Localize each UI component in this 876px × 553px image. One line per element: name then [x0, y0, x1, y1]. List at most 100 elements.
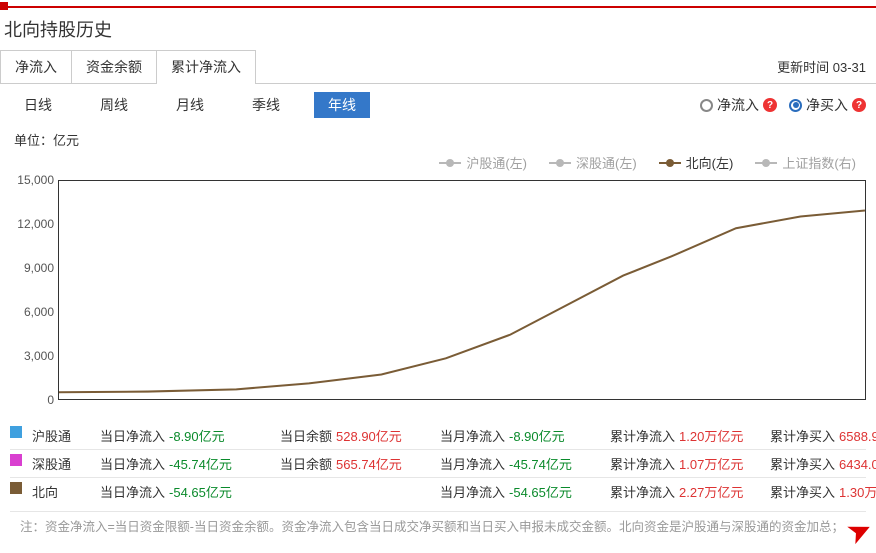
period-4[interactable]: 年线	[314, 92, 370, 118]
cell-label: 累计净流入	[610, 482, 675, 501]
cell-c3: 当月净流入-8.90亿元	[440, 426, 610, 445]
row-name: 深股通	[32, 454, 71, 473]
main-tabs: 净流入资金余额累计净流入	[0, 50, 255, 83]
y-tick-label: 15,000	[17, 173, 54, 187]
chart-area: 单位：亿元 沪股通(左)深股通(左)北向(左)上证指数(右) 03,0006,0…	[0, 130, 876, 406]
period-3[interactable]: 季线	[238, 92, 294, 118]
cell-c5: 累计净买入6434.03亿元	[770, 454, 876, 473]
legend-marker-icon	[659, 162, 681, 164]
legend-item-1: 深股通(左)	[549, 153, 637, 172]
tabs-row: 净流入资金余额累计净流入 更新时间 03-31	[0, 50, 876, 84]
cell-value: -54.65亿元	[169, 482, 232, 501]
cell-c5: 累计净买入6588.98亿元	[770, 426, 876, 445]
pointer-arrow-icon: ➤	[841, 510, 876, 552]
cell-label: 当月净流入	[440, 426, 505, 445]
period-1[interactable]: 周线	[86, 92, 142, 118]
legend-label: 深股通(左)	[576, 153, 637, 172]
update-time-value: 03-31	[833, 60, 866, 75]
cell-value: 1.07万亿元	[679, 454, 743, 473]
period-2[interactable]: 月线	[162, 92, 218, 118]
summary-table: 沪股通当日净流入-8.90亿元当日余额528.90亿元当月净流入-8.90亿元累…	[10, 422, 866, 505]
cell-value: 1.20万亿元	[679, 426, 743, 445]
row-name: 北向	[32, 482, 58, 501]
footnote: 注：资金净流入=当日资金限额-当日资金余额。资金净流入包含当日成交净买额和当日买…	[10, 511, 866, 545]
radio-icon	[789, 99, 802, 112]
radio-icon	[700, 99, 713, 112]
cell-label: 累计净买入	[770, 482, 835, 501]
section-header: 北向持股历史	[0, 6, 876, 50]
cell-c1: 当日净流入-8.90亿元	[100, 426, 280, 445]
line-chart-svg	[59, 181, 865, 403]
row-swatch-icon	[10, 454, 22, 466]
update-time-label: 更新时间	[777, 60, 829, 75]
cell-c2: 当日余额528.90亿元	[280, 426, 440, 445]
cell-value: 2.27万亿元	[679, 482, 743, 501]
legend-marker-icon	[439, 162, 461, 164]
cell-value: 565.74亿元	[336, 454, 402, 473]
y-axis: 03,0006,0009,00012,00015,000	[10, 180, 54, 400]
update-time: 更新时间 03-31	[777, 57, 866, 76]
cell-c2: 当日余额565.74亿元	[280, 454, 440, 473]
cell-value: -45.74亿元	[169, 454, 232, 473]
cell-label: 当日余额	[280, 426, 332, 445]
y-tick-label: 6,000	[24, 305, 54, 319]
cell-value: -8.90亿元	[509, 426, 565, 445]
radio-label: 净买入	[806, 95, 848, 115]
cell-value: -45.74亿元	[509, 454, 572, 473]
legend-label: 北向(左)	[686, 153, 734, 172]
cell-label: 当日净流入	[100, 426, 165, 445]
cell-c1: 当日净流入-45.74亿元	[100, 454, 280, 473]
cell-value: 528.90亿元	[336, 426, 402, 445]
table-row: 深股通当日净流入-45.74亿元当日余额565.74亿元当月净流入-45.74亿…	[10, 450, 866, 478]
cell-value: 1.30万亿元	[839, 482, 876, 501]
legend-marker-icon	[549, 162, 571, 164]
page-title: 北向持股历史	[4, 16, 112, 42]
cell-c3: 当月净流入-54.65亿元	[440, 482, 610, 501]
cell-value: 6434.03亿元	[839, 454, 876, 473]
chart-legend: 沪股通(左) 深股通(左) 北向(左) 上证指数(右)	[10, 151, 866, 178]
cell-c3: 当月净流入-45.74亿元	[440, 454, 610, 473]
cell-c4: 累计净流入1.07万亿元	[610, 454, 770, 473]
legend-marker-icon	[755, 162, 777, 164]
cell-c4: 累计净流入2.27万亿元	[610, 482, 770, 501]
help-icon[interactable]: ?	[763, 98, 777, 112]
tab-2[interactable]: 累计净流入	[156, 50, 256, 83]
radio-option-0[interactable]: 净流入?	[700, 95, 777, 115]
cell-value: 6588.98亿元	[839, 426, 876, 445]
help-icon[interactable]: ?	[852, 98, 866, 112]
radio-option-1[interactable]: 净买入?	[789, 95, 866, 115]
cell-label: 当日净流入	[100, 482, 165, 501]
cell-label: 累计净流入	[610, 426, 675, 445]
metric-radios: 净流入?净买入?	[700, 95, 866, 115]
legend-item-2: 北向(左)	[659, 153, 734, 172]
y-tick-label: 12,000	[17, 217, 54, 231]
period-tabs: 日线周线月线季线年线	[10, 92, 370, 118]
tab-1[interactable]: 资金余额	[71, 50, 157, 83]
legend-item-3: 上证指数(右)	[755, 153, 856, 172]
row-swatch-icon	[10, 426, 22, 438]
row-name: 沪股通	[32, 426, 71, 445]
legend-label: 上证指数(右)	[782, 153, 856, 172]
period-0[interactable]: 日线	[10, 92, 66, 118]
table-row: 沪股通当日净流入-8.90亿元当日余额528.90亿元当月净流入-8.90亿元累…	[10, 422, 866, 450]
legend-label: 沪股通(左)	[466, 153, 527, 172]
cell-c1: 当日净流入-54.65亿元	[100, 482, 280, 501]
footnote-text: 注：资金净流入=当日资金限额-当日资金余额。资金净流入包含当日成交净买额和当日买…	[20, 520, 844, 534]
cell-c4: 累计净流入1.20万亿元	[610, 426, 770, 445]
cell-label: 累计净流入	[610, 454, 675, 473]
cell-label: 当月净流入	[440, 454, 505, 473]
cell-label: 当日净流入	[100, 454, 165, 473]
cell-value: -54.65亿元	[509, 482, 572, 501]
cell-label: 累计净买入	[770, 454, 835, 473]
cell-label: 当日余额	[280, 454, 332, 473]
y-axis-unit: 单位：亿元	[14, 130, 866, 149]
cell-c5: 累计净买入1.30万亿元	[770, 482, 876, 501]
chart-plot	[58, 180, 866, 400]
legend-item-0: 沪股通(左)	[439, 153, 527, 172]
radio-label: 净流入	[717, 95, 759, 115]
table-row: 北向当日净流入-54.65亿元当月净流入-54.65亿元累计净流入2.27万亿元…	[10, 478, 866, 505]
cell-label: 当月净流入	[440, 482, 505, 501]
tab-0[interactable]: 净流入	[0, 50, 72, 83]
y-tick-label: 3,000	[24, 349, 54, 363]
cell-value: -8.90亿元	[169, 426, 225, 445]
